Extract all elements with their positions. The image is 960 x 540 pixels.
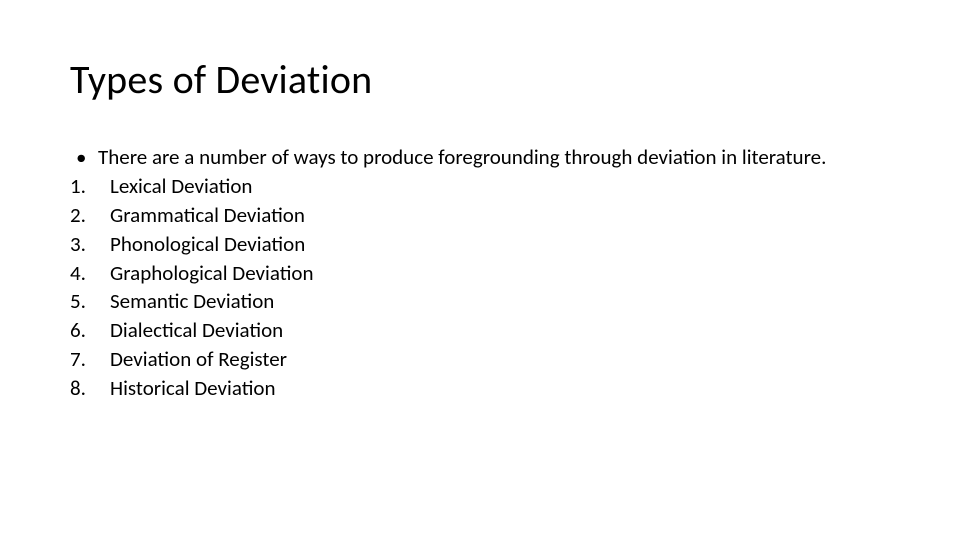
list-item: 5. Semantic Deviation (70, 288, 890, 315)
intro-bullet: • There are a number of ways to produce … (70, 144, 890, 171)
list-label: Historical Deviation (110, 375, 890, 402)
list-label: Dialectical Deviation (110, 317, 890, 344)
list-label: Graphological Deviation (110, 260, 890, 287)
list-number: 1. (70, 173, 110, 200)
list-number: 4. (70, 260, 110, 287)
list-label: Phonological Deviation (110, 231, 890, 258)
list-label: Deviation of Register (110, 346, 890, 373)
list-item: 7. Deviation of Register (70, 346, 890, 373)
list-item: 3. Phonological Deviation (70, 231, 890, 258)
list-number: 8. (70, 375, 110, 402)
slide-body: • There are a number of ways to produce … (70, 144, 890, 402)
list-number: 5. (70, 288, 110, 315)
list-label: Grammatical Deviation (110, 202, 890, 229)
bullet-dot-icon: • (76, 144, 86, 170)
list-item: 6. Dialectical Deviation (70, 317, 890, 344)
list-label: Semantic Deviation (110, 288, 890, 315)
list-label: Lexical Deviation (110, 173, 890, 200)
list-number: 3. (70, 231, 110, 258)
intro-text: There are a number of ways to produce fo… (98, 144, 890, 171)
slide: Types of Deviation • There are a number … (0, 0, 960, 540)
list-number: 6. (70, 317, 110, 344)
list-item: 1. Lexical Deviation (70, 173, 890, 200)
list-number: 7. (70, 346, 110, 373)
list-item: 2. Grammatical Deviation (70, 202, 890, 229)
list-number: 2. (70, 202, 110, 229)
bullet-marker: • (70, 144, 98, 171)
slide-title: Types of Deviation (70, 55, 890, 104)
list-item: 8. Historical Deviation (70, 375, 890, 402)
list-item: 4. Graphological Deviation (70, 260, 890, 287)
